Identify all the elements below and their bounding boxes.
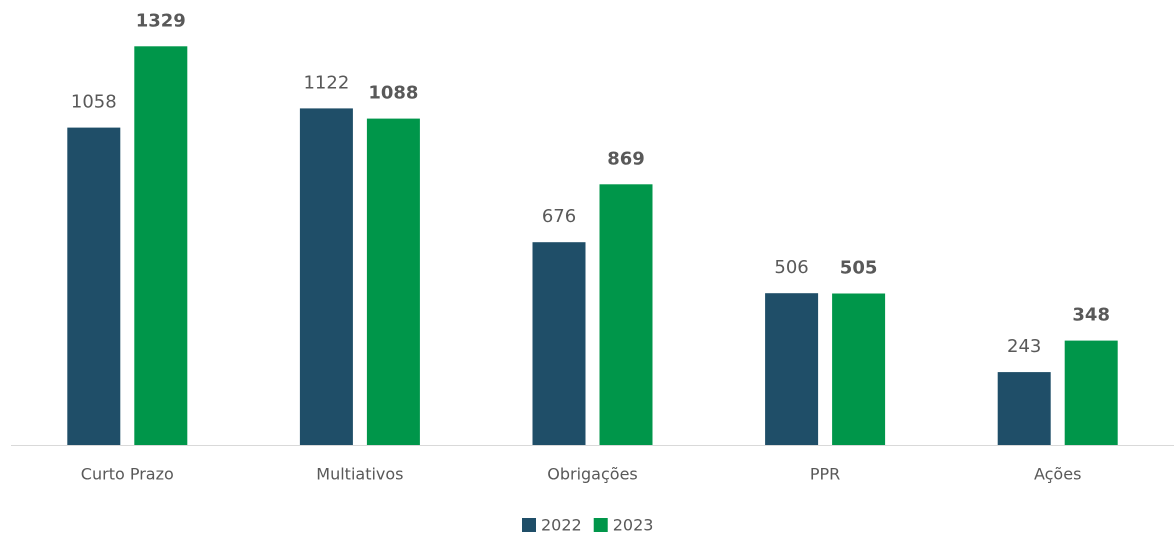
bar: [832, 293, 886, 445]
legend-swatch: [522, 518, 536, 532]
legend-label: 2023: [613, 516, 654, 535]
x-tick-label: Multiativos: [316, 465, 403, 484]
x-tick-label: Obrigações: [547, 465, 638, 484]
data-label: 505: [840, 258, 878, 279]
bar: [299, 108, 353, 446]
bar: [366, 118, 420, 445]
bar: [1064, 340, 1118, 445]
x-tick-label: Curto Prazo: [81, 465, 174, 484]
bar: [67, 127, 121, 445]
data-label: 1329: [136, 10, 186, 31]
x-tick-label: Ações: [1034, 465, 1081, 484]
data-label: 1088: [368, 83, 418, 104]
data-label: 243: [1007, 336, 1041, 357]
bar: [134, 46, 188, 446]
bar: [599, 184, 653, 446]
legend-swatch: [593, 518, 608, 532]
data-label: 1058: [71, 92, 117, 113]
data-label: 348: [1072, 305, 1110, 326]
bar: [997, 372, 1051, 445]
bar: [765, 293, 819, 445]
data-label: 676: [542, 206, 576, 227]
data-label: 506: [774, 257, 808, 278]
x-tick-label: PPR: [810, 465, 840, 484]
data-label: 869: [607, 148, 645, 169]
data-label: 1122: [303, 72, 349, 93]
bar: [532, 242, 586, 445]
legend-label: 2022: [541, 516, 582, 535]
